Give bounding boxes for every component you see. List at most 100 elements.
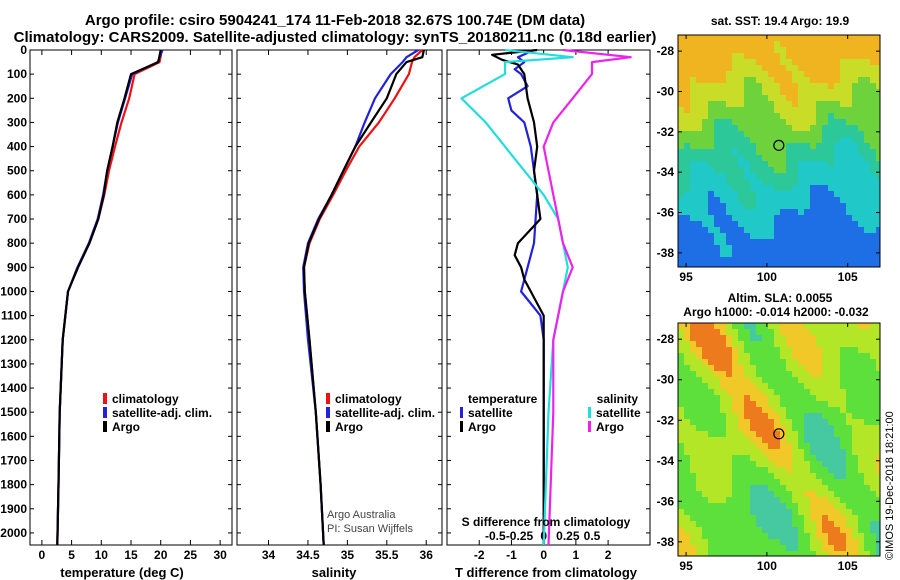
map-cell bbox=[696, 347, 702, 353]
legend-swatch-satellite bbox=[103, 407, 107, 418]
map-cell bbox=[732, 521, 738, 527]
map-cell bbox=[774, 347, 780, 353]
map-cell bbox=[684, 443, 690, 449]
map-cell bbox=[840, 383, 846, 389]
map-cell bbox=[708, 395, 714, 401]
map-cell bbox=[726, 527, 732, 533]
map-cell bbox=[726, 539, 732, 545]
map-cell bbox=[690, 95, 696, 101]
map-cell bbox=[870, 125, 876, 131]
map-cell bbox=[726, 191, 732, 197]
map-cell bbox=[876, 125, 880, 131]
map-cell bbox=[720, 377, 726, 383]
map-cell bbox=[750, 503, 756, 509]
map-cell bbox=[684, 173, 690, 179]
map-cell bbox=[696, 521, 702, 527]
map-cell bbox=[804, 35, 810, 41]
map-cell bbox=[744, 461, 750, 467]
map-cell bbox=[684, 125, 690, 131]
map-cell bbox=[792, 383, 798, 389]
map-cell bbox=[852, 521, 858, 527]
map-cell bbox=[834, 107, 840, 113]
map-cell bbox=[810, 401, 816, 407]
map-cell bbox=[702, 497, 708, 503]
map-cell bbox=[834, 527, 840, 533]
map-cell bbox=[702, 89, 708, 95]
map-cell bbox=[822, 77, 828, 83]
map-cell bbox=[714, 35, 720, 41]
map-cell bbox=[690, 389, 696, 395]
map-cell bbox=[834, 437, 840, 443]
map-cell bbox=[738, 53, 744, 59]
map-cell bbox=[744, 143, 750, 149]
map-cell bbox=[726, 185, 732, 191]
map-cell bbox=[792, 173, 798, 179]
map-cell bbox=[744, 395, 750, 401]
map-cell bbox=[738, 533, 744, 539]
map-cell bbox=[792, 227, 798, 233]
map-cell bbox=[810, 185, 816, 191]
map-cell bbox=[846, 437, 852, 443]
map-cell bbox=[810, 83, 816, 89]
map-cell bbox=[828, 257, 834, 263]
map-cell bbox=[768, 227, 774, 233]
map-cell bbox=[864, 329, 870, 335]
map-cell bbox=[822, 455, 828, 461]
map-cell bbox=[786, 245, 792, 251]
map-cell bbox=[786, 167, 792, 173]
map-cell bbox=[756, 239, 762, 245]
map-cell bbox=[756, 467, 762, 473]
map-cell bbox=[846, 413, 852, 419]
map-cell bbox=[708, 173, 714, 179]
map-cell bbox=[774, 491, 780, 497]
map-cell bbox=[792, 185, 798, 191]
map-cell bbox=[792, 551, 798, 556]
map-cell bbox=[720, 125, 726, 131]
map-cell bbox=[690, 485, 696, 491]
map-cell bbox=[870, 515, 876, 521]
map-cell bbox=[744, 341, 750, 347]
map-cell bbox=[708, 371, 714, 377]
map-cell bbox=[768, 377, 774, 383]
map-cell bbox=[840, 149, 846, 155]
map-cell bbox=[702, 131, 708, 137]
map-cell bbox=[858, 155, 864, 161]
map-cell bbox=[858, 365, 864, 371]
map-cell bbox=[762, 449, 768, 455]
map-cell bbox=[738, 455, 744, 461]
map-cell bbox=[834, 377, 840, 383]
map-cell bbox=[738, 497, 744, 503]
map-cell bbox=[696, 335, 702, 341]
map-cell bbox=[714, 143, 720, 149]
map-cell bbox=[876, 215, 880, 221]
map-cell bbox=[798, 89, 804, 95]
map-cell bbox=[780, 77, 786, 83]
map-cell bbox=[828, 83, 834, 89]
map-cell bbox=[876, 47, 880, 53]
map-x-tick-label: 105 bbox=[838, 559, 858, 573]
map-cell bbox=[840, 239, 846, 245]
map-cell bbox=[864, 401, 870, 407]
map-cell bbox=[684, 47, 690, 53]
map-cell bbox=[786, 425, 792, 431]
map-cell bbox=[762, 191, 768, 197]
map-cell bbox=[798, 59, 804, 65]
map-cell bbox=[828, 185, 834, 191]
map-cell bbox=[732, 149, 738, 155]
map-cell bbox=[738, 539, 744, 545]
map-cell bbox=[810, 545, 816, 551]
map-cell bbox=[726, 377, 732, 383]
map-cell bbox=[822, 113, 828, 119]
map-cell bbox=[696, 443, 702, 449]
map-cell bbox=[678, 359, 684, 365]
map-cell bbox=[798, 335, 804, 341]
map-cell bbox=[690, 227, 696, 233]
map-cell bbox=[756, 131, 762, 137]
map-cell bbox=[684, 239, 690, 245]
map-cell bbox=[864, 77, 870, 83]
map-cell bbox=[792, 257, 798, 263]
map-cell bbox=[708, 545, 714, 551]
map-cell bbox=[834, 461, 840, 467]
map-cell bbox=[738, 413, 744, 419]
map-cell bbox=[756, 47, 762, 53]
